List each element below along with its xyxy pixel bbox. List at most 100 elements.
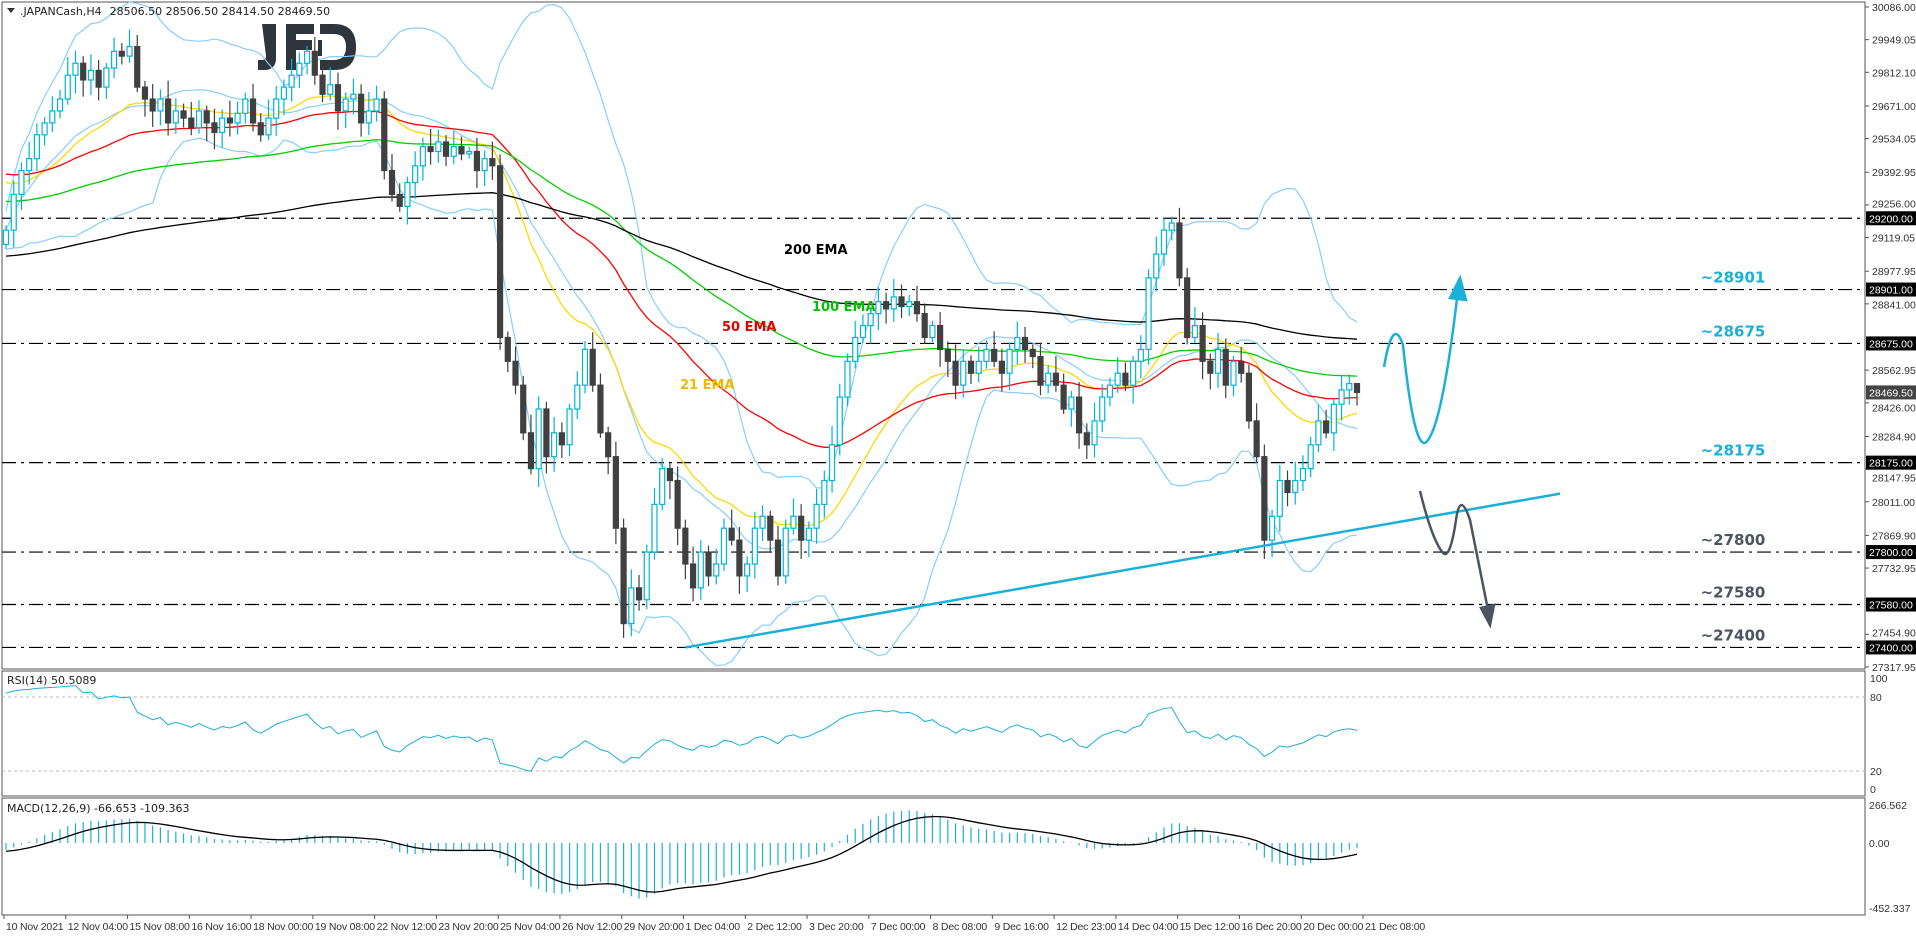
bearish-candle — [95, 59, 102, 101]
bullish-candle — [280, 79, 288, 116]
bearish-candle — [442, 135, 450, 167]
candle-body — [1214, 348, 1222, 374]
candle-body — [898, 296, 905, 308]
candle-body — [234, 112, 241, 124]
bullish-candle — [844, 353, 851, 406]
candle-body — [203, 110, 210, 124]
candle-body — [319, 74, 326, 95]
bearish-candle — [211, 108, 218, 150]
candle-body — [381, 98, 388, 172]
candle-body — [744, 563, 751, 577]
chart-header-text: .JAPANCash,H4 28506.50 28506.50 28414.50 … — [20, 5, 330, 18]
bearish-candle — [1222, 338, 1229, 399]
level-price-tag-text: 27400.00 — [1869, 642, 1913, 654]
bullish-candle — [713, 548, 720, 585]
bullish-candle — [41, 116, 48, 146]
candle-body — [1137, 348, 1144, 362]
candle-body — [211, 122, 218, 134]
bullish-candle — [33, 123, 40, 172]
bearish-candle — [952, 344, 959, 400]
time-tick-label: 23 Nov 20:00 — [438, 921, 498, 933]
bearish-candle — [798, 504, 805, 559]
candle-body — [991, 348, 998, 362]
bullish-candle — [890, 279, 897, 322]
candle-body — [720, 527, 728, 565]
candle-body — [1299, 468, 1307, 482]
bullish-candle — [1130, 356, 1137, 404]
candle-body — [188, 117, 195, 129]
price-tick-label: 29949.05 — [1872, 35, 1916, 47]
bearish-candle — [512, 346, 519, 395]
candle-body — [288, 74, 295, 88]
bearish-candle — [921, 303, 928, 344]
bullish-scenario-arrow — [1382, 274, 1468, 445]
symbol-label: .JAPANCash,H4 — [20, 5, 102, 18]
time-axis[interactable]: 10 Nov 2021 12 Nov 04:00 15 Nov 08:00 16 No… — [3, 915, 1426, 933]
bearish-candle — [1238, 347, 1245, 383]
time-tick-label: 10 Nov 2021 — [6, 921, 64, 933]
candle-body — [311, 50, 318, 76]
candle-body — [512, 360, 519, 386]
time-tick-label: 16 Nov 16:00 — [191, 921, 251, 933]
bullish-candle — [1338, 375, 1345, 421]
level-annotations: ~28901 ~28675 ~28175 ~27800 ~27580 ~27400 — [1701, 269, 1766, 645]
macd-pane[interactable] — [1, 797, 1866, 916]
candle-body — [844, 360, 851, 398]
bullish-candle — [1191, 306, 1198, 343]
candle-body — [1029, 348, 1036, 358]
macd-tick: 266.562 — [1869, 800, 1907, 812]
candle-body — [782, 527, 789, 577]
bullish-candle — [56, 89, 64, 119]
candle-body — [342, 98, 349, 112]
jfd-logo — [258, 24, 356, 70]
time-tick-label: 9 Dec 16:00 — [994, 921, 1049, 933]
candle-body — [1075, 396, 1083, 434]
bearish-candle — [1284, 470, 1291, 507]
time-tick-label: 2 Dec 12:00 — [747, 921, 802, 933]
candle-body — [867, 313, 874, 327]
bearish-candle — [589, 332, 596, 392]
bearish-candle — [427, 128, 434, 165]
bearish-candle — [612, 441, 619, 545]
bullish-candle — [1268, 509, 1276, 558]
bearish-candle — [504, 331, 511, 373]
candle-body — [2, 229, 10, 246]
rsi-line — [5, 685, 1358, 772]
bullish-candle — [790, 498, 797, 535]
bearish-candle — [149, 84, 156, 127]
bearish-candle — [80, 56, 87, 97]
candle-body — [134, 45, 141, 88]
candle-body — [998, 360, 1005, 374]
support-trendline[interactable] — [685, 492, 1561, 649]
candle-body — [1222, 348, 1229, 386]
candle-body — [906, 301, 913, 308]
price-tick-label: 28841.00 — [1872, 300, 1916, 312]
bullish-candle — [805, 521, 812, 558]
bullish-candle — [744, 556, 751, 593]
bearish-candle — [188, 101, 195, 136]
dropdown-triangle-icon[interactable] — [7, 8, 15, 13]
candle-body — [805, 527, 812, 541]
rsi-pane[interactable] — [1, 670, 1866, 797]
candle-body — [612, 456, 619, 529]
bullish-candle — [960, 349, 967, 398]
candle-body — [334, 84, 342, 112]
candle-body — [1307, 444, 1314, 470]
bullish-candle — [1230, 355, 1237, 397]
price-tick-label: 28011.00 — [1872, 497, 1915, 509]
bearish-candle — [458, 136, 465, 161]
candle-body — [581, 348, 589, 386]
price-tick-label: 29119.05 — [1872, 233, 1915, 245]
candle-body — [473, 150, 481, 172]
candle-body — [1153, 253, 1160, 279]
candle-body — [458, 146, 465, 155]
current-price-tag-text: 28469.50 — [1869, 387, 1913, 399]
price-axis[interactable]: 30086.00 29949.05 29812.10 29671.00 29534.05… — [1865, 2, 1916, 674]
bullish-candle — [466, 146, 473, 159]
bearish-candle — [1253, 403, 1260, 463]
bearish-candle — [319, 66, 326, 103]
candle-body — [249, 98, 257, 124]
candle-body — [26, 158, 33, 172]
bullish-candle — [836, 383, 843, 456]
